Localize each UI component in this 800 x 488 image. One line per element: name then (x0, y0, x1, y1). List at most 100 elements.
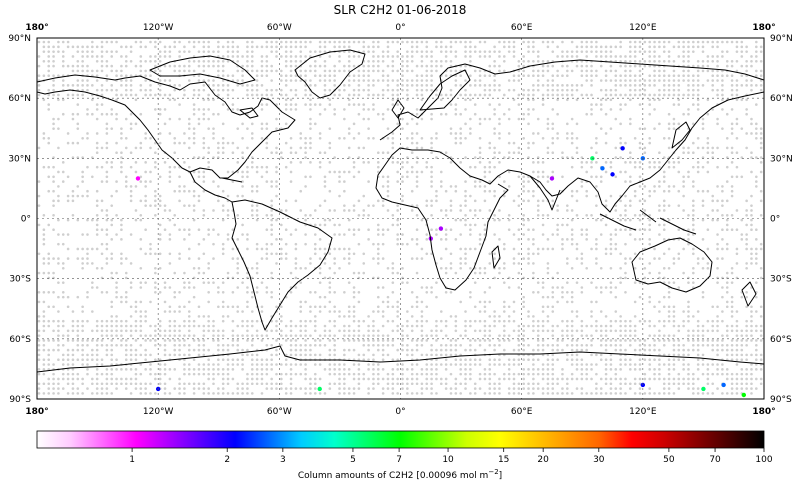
obs-dot (696, 368, 700, 371)
obs-dot (178, 55, 181, 58)
obs-dot (139, 40, 143, 44)
obs-dot (71, 55, 75, 58)
obs-dot (624, 69, 627, 73)
obs-dot (410, 339, 414, 342)
obs-dot (352, 233, 356, 236)
obs-dot (294, 276, 298, 280)
obs-dot (76, 257, 80, 260)
obs-dot (658, 59, 661, 63)
obs-dot (575, 136, 579, 140)
obs-dot (299, 372, 303, 376)
obs-dot (759, 324, 763, 328)
obs-dot (81, 247, 84, 251)
obs-dot (682, 69, 685, 73)
obs-dot (338, 194, 341, 198)
obs-dot (275, 69, 278, 73)
obs-dot (333, 247, 336, 251)
obs-dot (745, 339, 748, 342)
obs-dot (415, 228, 419, 232)
obs-dot (207, 161, 210, 164)
obs-dot (566, 382, 569, 386)
obs-dot (478, 319, 482, 323)
obs-dot (541, 93, 545, 97)
obs-dot (226, 363, 230, 366)
obs-dot (255, 358, 259, 361)
obs-dot (624, 170, 627, 174)
obs-dot (163, 50, 167, 53)
obs-dot (493, 348, 496, 352)
obs-dot (473, 79, 477, 82)
obs-dot (575, 358, 579, 361)
obs-dot (168, 329, 172, 333)
obs-dot (255, 218, 259, 222)
obs-dot (449, 228, 453, 232)
obs-dot (158, 343, 162, 347)
obs-dot (444, 377, 448, 381)
obs-dot (512, 382, 516, 386)
obs-dot (420, 59, 424, 63)
obs-dot (144, 161, 147, 164)
obs-dot (551, 93, 555, 97)
obs-dot (629, 228, 632, 232)
obs-dot (536, 161, 540, 164)
obs-dot (599, 218, 603, 222)
obs-dot (653, 334, 656, 337)
obs-dot (677, 286, 681, 289)
obs-dot (149, 247, 152, 251)
obs-dot (52, 228, 55, 232)
obs-dot (546, 64, 550, 68)
obs-dot (449, 127, 453, 130)
obs-dot (570, 233, 574, 236)
obs-dot (86, 84, 89, 87)
obs-dot (120, 55, 123, 58)
obs-dot (677, 98, 681, 102)
obs-dot (187, 319, 191, 323)
obs-dot (745, 319, 748, 323)
obs-dot (66, 348, 70, 352)
obs-dot (662, 189, 666, 193)
obs-dot (643, 84, 647, 87)
obs-dot (478, 300, 482, 304)
obs-dot (333, 305, 336, 309)
obs-dot (81, 262, 84, 265)
obs-dot (134, 377, 138, 381)
obs-dot (585, 69, 588, 73)
obs-dot (197, 199, 201, 203)
obs-dot (599, 353, 603, 357)
obs-dot (745, 213, 748, 217)
obs-dot (318, 334, 322, 337)
obs-dot (95, 189, 99, 193)
obs-dot (168, 310, 172, 313)
obs-dot (246, 84, 249, 87)
obs-dot (362, 103, 366, 106)
obs-dot (275, 151, 278, 155)
obs-dot (120, 228, 123, 232)
obs-dot (250, 291, 254, 294)
obs-dot (352, 319, 356, 323)
obs-dot (435, 377, 438, 381)
obs-dot (721, 319, 724, 323)
obs-dot (202, 271, 206, 275)
obs-dot (658, 300, 661, 304)
obs-dot (551, 141, 555, 145)
obs-dot (381, 358, 385, 361)
obs-dot (294, 353, 298, 357)
obs-dot (410, 363, 414, 366)
obs-dot (667, 185, 671, 188)
obs-dot (648, 363, 651, 366)
obs-dot (653, 247, 656, 251)
obs-dot (667, 218, 671, 222)
obs-dot (81, 194, 84, 198)
obs-dot (294, 334, 298, 337)
obs-dot (740, 55, 744, 58)
obs-dot (110, 271, 114, 275)
obs-dot (449, 45, 453, 49)
obs-dot (313, 69, 317, 73)
obs-dot (309, 98, 312, 102)
obs-dot (502, 305, 506, 309)
obs-dot (425, 291, 429, 294)
obs-dot (149, 93, 152, 97)
obs-dot (275, 146, 278, 150)
obs-dot (687, 281, 690, 284)
obs-dot (396, 271, 399, 275)
